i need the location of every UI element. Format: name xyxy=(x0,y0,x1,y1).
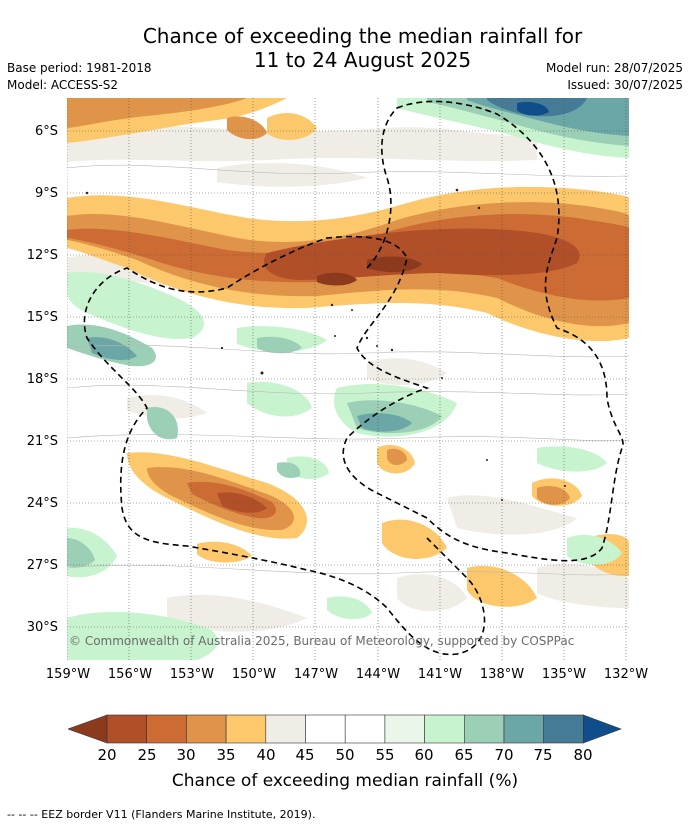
colorbar-segment-75-80 xyxy=(543,714,584,744)
colorbar-arrow-high xyxy=(583,714,622,744)
colorbar-segment-40-45 xyxy=(265,714,306,744)
colorbar-tick-40: 40 xyxy=(256,746,276,764)
colorbar-arrow-low xyxy=(68,714,108,744)
colorbar-segment-20-25 xyxy=(106,714,148,744)
lon-label-138w: 138°W xyxy=(479,667,525,682)
colorbar-tick-45: 45 xyxy=(295,746,315,764)
lat-label-21s: 21°S xyxy=(26,434,58,449)
colorbar-tick-70: 70 xyxy=(494,746,514,764)
colorbar-segment-60-65 xyxy=(424,714,465,744)
lon-label-150w: 150°W xyxy=(231,667,277,682)
lon-label-132w: 132°W xyxy=(603,667,649,682)
colorbar-segment-25-30 xyxy=(146,714,187,744)
colorbar-tick-20: 20 xyxy=(97,746,117,764)
model-name: Model: ACCESS-S2 xyxy=(7,78,119,92)
lat-label-6s: 6°S xyxy=(34,124,58,139)
colorbar-segment-70-75 xyxy=(503,714,545,744)
model-run-date: Model run: 28/07/2025 xyxy=(545,61,683,75)
lon-label-147w: 147°W xyxy=(293,667,339,682)
map-title-line2: 11 to 24 August 2025 xyxy=(253,48,472,72)
lon-label-156w: 156°W xyxy=(107,667,153,682)
lon-label-153w: 153°W xyxy=(169,667,215,682)
lat-label-24s: 24°S xyxy=(26,496,58,511)
rainfall-map xyxy=(67,98,629,660)
map-title-line1: Chance of exceeding the median rainfall … xyxy=(142,24,583,48)
colorbar-segment-55-60 xyxy=(384,714,425,744)
lat-label-18s: 18°S xyxy=(26,372,58,387)
lon-label-141w: 141°W xyxy=(417,667,463,682)
colorbar-label: Chance of exceeding median rainfall (%) xyxy=(171,771,519,791)
colorbar-tick-25: 25 xyxy=(137,746,157,764)
copyright-notice: © Commonwealth of Australia 2025, Bureau… xyxy=(69,634,575,648)
colorbar-segment-50-55 xyxy=(344,714,386,744)
colorbar xyxy=(68,714,622,744)
colorbar-segment-45-50 xyxy=(305,714,346,744)
lat-label-30s: 30°S xyxy=(26,620,58,635)
lon-label-135w: 135°W xyxy=(541,667,587,682)
colorbar-tick-65: 65 xyxy=(454,746,474,764)
colorbar-tick-60: 60 xyxy=(414,746,434,764)
lat-label-9s: 9°S xyxy=(34,186,58,201)
lat-label-27s: 27°S xyxy=(26,558,58,573)
lat-label-12s: 12°S xyxy=(26,248,58,263)
colorbar-segment-30-35 xyxy=(186,714,227,744)
issued-date: Issued: 30/07/2025 xyxy=(567,78,683,92)
colorbar-tick-50: 50 xyxy=(335,746,355,764)
lat-label-15s: 15°S xyxy=(26,310,58,325)
lon-label-159w: 159°W xyxy=(45,667,91,682)
colorbar-tick-80: 80 xyxy=(573,746,593,764)
colorbar-tick-55: 55 xyxy=(375,746,395,764)
colorbar-segment-35-40 xyxy=(225,714,267,744)
base-period: Base period: 1981-2018 xyxy=(7,61,152,75)
colorbar-segment-65-70 xyxy=(463,714,505,744)
colorbar-tick-75: 75 xyxy=(533,746,553,764)
colorbar-tick-30: 30 xyxy=(176,746,196,764)
eez-legend-note: -- -- -- EEZ border V11 (Flanders Marine… xyxy=(7,808,316,821)
colorbar-tick-35: 35 xyxy=(216,746,236,764)
lon-label-144w: 144°W xyxy=(355,667,401,682)
